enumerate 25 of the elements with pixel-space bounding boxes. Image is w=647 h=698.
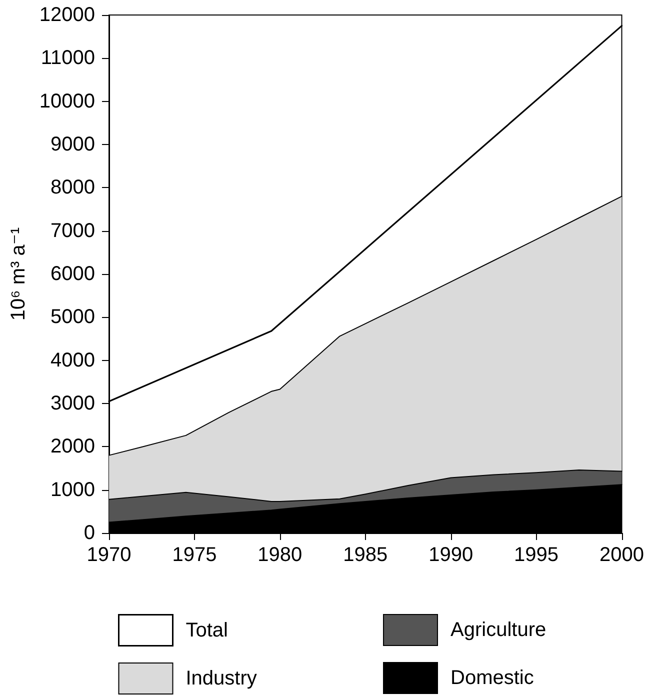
y-axis-title: 10⁶ m³ a⁻¹ xyxy=(7,227,30,321)
y-tick-label: 1000 xyxy=(50,478,95,501)
legend-label: Total xyxy=(186,619,228,642)
y-tick-label: 6000 xyxy=(50,263,95,285)
x-tick-label: 1975 xyxy=(172,544,217,566)
legend-label: Industry xyxy=(186,668,257,690)
y-tick-label: 0 xyxy=(84,522,95,544)
legend-label: Agriculture xyxy=(450,619,546,641)
y-tick-label: 7000 xyxy=(50,220,95,242)
y-tick-label: 2000 xyxy=(50,436,95,458)
x-tick-label: 1985 xyxy=(343,544,388,566)
y-tick-label: 5000 xyxy=(50,306,95,328)
y-tick-label: 4000 xyxy=(50,349,95,372)
y-tick-label: 10000 xyxy=(39,90,95,112)
legend-label: Domestic xyxy=(450,667,534,689)
x-tick-label: 2000 xyxy=(600,544,644,566)
x-tick-label: 1980 xyxy=(258,544,302,566)
x-tick-label: 1990 xyxy=(428,544,474,566)
y-tick-label: 11000 xyxy=(40,47,95,70)
y-tick-label: 3000 xyxy=(50,392,95,414)
x-tick-label: 1995 xyxy=(514,544,559,566)
y-tick-label: 9000 xyxy=(50,134,95,156)
y-tick-label: 8000 xyxy=(50,176,95,199)
x-tick-label: 1970 xyxy=(86,544,132,566)
y-tick-label: 12000 xyxy=(39,4,95,26)
